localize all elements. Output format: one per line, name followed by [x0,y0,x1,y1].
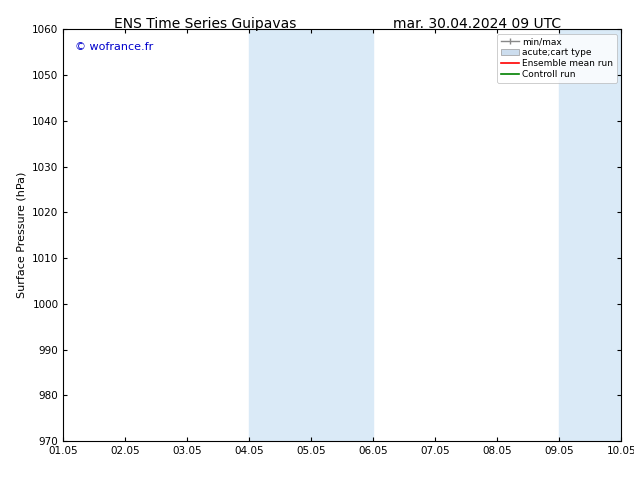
Bar [249,29,373,441]
Text: ENS Time Series Guipavas: ENS Time Series Guipavas [114,17,297,31]
Text: © wofrance.fr: © wofrance.fr [75,42,153,52]
Legend: min/max, acute;cart type, Ensemble mean run, Controll run: min/max, acute;cart type, Ensemble mean … [497,34,617,82]
Y-axis label: Surface Pressure (hPa): Surface Pressure (hPa) [16,172,27,298]
Bar [559,29,634,441]
Text: mar. 30.04.2024 09 UTC: mar. 30.04.2024 09 UTC [393,17,561,31]
